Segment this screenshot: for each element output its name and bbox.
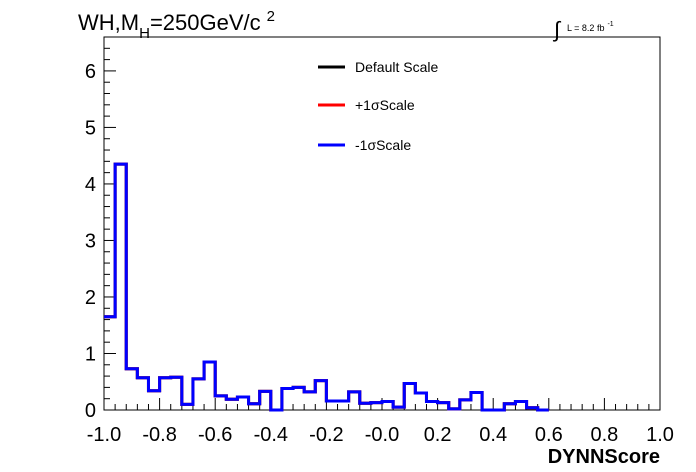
x-tick-label: 0.6 (535, 424, 563, 446)
x-tick-label: 0.2 (424, 424, 452, 446)
x-tick-label: -0.6 (198, 424, 232, 446)
x-tick-label: 0.4 (479, 424, 507, 446)
x-tick-label: -1.0 (87, 424, 121, 446)
chart-title: WH,MH=250GeV/c 2 (78, 8, 275, 42)
title-subscript: H (139, 25, 150, 42)
legend: Default Scale +1σScale -1σScale (318, 59, 438, 153)
title-prefix: WH,M (78, 10, 139, 35)
title-superscript: 2 (267, 8, 275, 25)
x-tick-label: -0.2 (309, 424, 343, 446)
lumi-integral: ∫ (552, 17, 562, 42)
x-tick-label: 0.8 (590, 424, 618, 446)
series-line-0 (104, 162, 549, 412)
x-tick-label: -0.0 (365, 424, 399, 446)
y-tick-label: 5 (85, 117, 96, 139)
plot-frame (103, 36, 661, 411)
series-line-1 (104, 162, 549, 412)
legend-label-default: Default Scale (355, 59, 438, 75)
y-tick-label: 3 (85, 230, 96, 252)
x-tick-label: -0.4 (254, 424, 288, 446)
y-tick-label: 4 (85, 174, 96, 196)
x-tick-label: 1.0 (646, 424, 674, 446)
y-axis: 0 1 2 3 4 5 6 (85, 47, 116, 422)
y-tick-label: 1 (85, 343, 96, 365)
x-tick-label: -0.8 (142, 424, 176, 446)
lumi-text: L = 8.2 fb (567, 23, 604, 33)
lumi-label: L = 8.2 fb -1 (567, 21, 614, 33)
legend-label-minus: -1σScale (355, 137, 411, 153)
y-tick-label: 2 (85, 287, 96, 309)
title-middle: =250GeV/c (150, 10, 261, 35)
series-line-2 (104, 162, 549, 412)
y-tick-label: 0 (85, 400, 96, 422)
x-axis: -1.0 -0.8 -0.6 -0.4 -0.2 -0.0 0.2 0.4 0.6 0.8 1.0 (87, 398, 674, 446)
y-tick-label: 6 (85, 61, 96, 83)
series-layer (104, 162, 549, 412)
x-axis-label: DYNNScore (548, 446, 660, 468)
lumi-superscript: -1 (607, 21, 613, 28)
legend-label-plus: +1σScale (355, 97, 415, 113)
